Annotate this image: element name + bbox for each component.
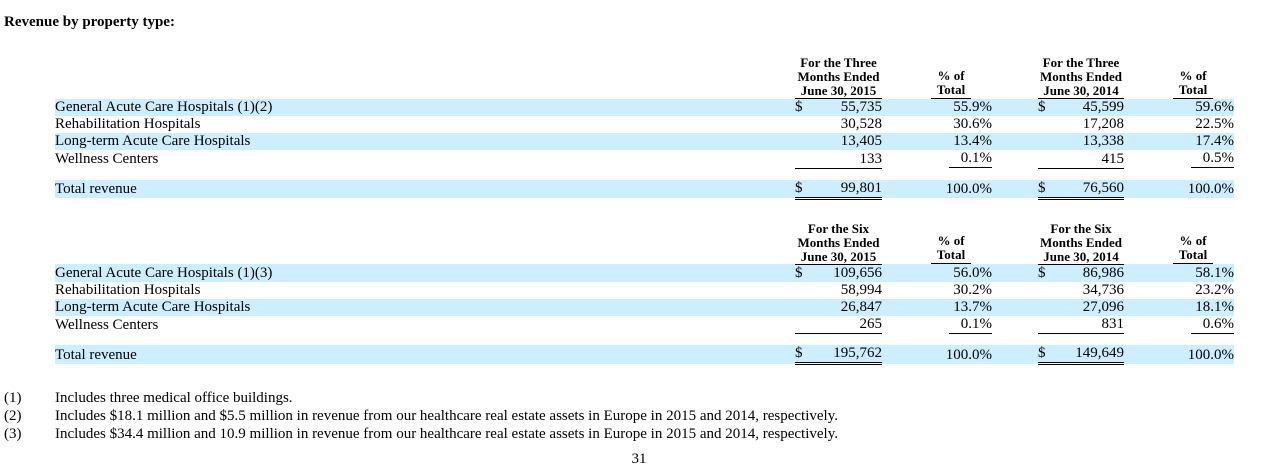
dollar-sign: $ [1038, 264, 1063, 282]
table-row: Wellness Centers 265 0.1% 831 0.6% [55, 315, 1234, 334]
pct-2015: 30.6% [953, 116, 992, 132]
amount-2015: 58,994 [840, 281, 882, 298]
col-header-period-2015: For the Three Months Ended June 30, 2015 [795, 56, 882, 99]
total-row: Total revenue $ 195,762 100.0% $ 149,649… [55, 345, 1234, 365]
total-amount-2015: 195,762 [820, 345, 882, 365]
footnote-marker: (1) [4, 390, 22, 406]
amount-2014: 27,096 [1063, 298, 1124, 316]
footnote-1: (1) Includes three medical office buildi… [0, 389, 1278, 407]
dollar-sign: $ [1038, 345, 1063, 365]
amount-2015: 13,405 [820, 133, 882, 150]
total-label: Total revenue [55, 179, 795, 198]
table-row: General Acute Care Hospitals (1)(3) $ 10… [55, 264, 1234, 282]
table-row: Rehabilitation Hospitals 30,528 30.6% 17… [55, 116, 1234, 133]
pct-2014: 59.6% [1152, 98, 1234, 116]
page-number: 31 [631, 451, 647, 467]
col-header-period-2015: For the Six Months Ended June 30, 2015 [795, 221, 882, 265]
pct-2015: 13.4% [910, 133, 992, 150]
spacer-row [55, 168, 1234, 180]
pct-2014: 17.4% [1152, 133, 1234, 150]
amount-2014: 45,599 [1063, 98, 1124, 116]
amount-2014: 86,986 [1063, 264, 1124, 282]
amount-2015: 55,735 [820, 98, 882, 116]
amount-2014: 831 [1063, 315, 1124, 334]
pct-2015: 56.0% [910, 264, 992, 282]
revenue-table-three-months: For the Three Months Ended June 30, 2015… [55, 56, 1234, 200]
row-label: Long-term Acute Care Hospitals [55, 133, 795, 150]
amount-2015: 265 [820, 315, 882, 334]
col-header-pct-total-1: % of Total [910, 56, 992, 99]
pct-2015: 0.1% [910, 150, 992, 168]
footnote-text: Includes $18.1 million and $5.5 million … [55, 408, 838, 424]
total-amount-2015: 99,801 [820, 179, 882, 200]
pct-2014: 0.5% [1152, 150, 1234, 168]
total-amount-2014: 149,649 [1063, 345, 1124, 365]
revenue-table-six-months: For the Six Months Ended June 30, 2015 %… [55, 221, 1234, 366]
pct-2014: 58.1% [1152, 264, 1234, 282]
pct-2014: 22.5% [1195, 116, 1234, 132]
pct-2014: 23.2% [1195, 281, 1234, 298]
table-row: Rehabilitation Hospitals 58,994 30.2% 34… [55, 282, 1234, 299]
table-row: General Acute Care Hospitals (1)(2) $ 55… [55, 98, 1234, 116]
row-label: Wellness Centers [55, 316, 159, 333]
footnote-marker: (2) [4, 408, 22, 424]
amount-2015: 133 [820, 150, 882, 169]
total-pct-2014: 100.0% [1152, 179, 1234, 198]
dollar-sign: $ [795, 345, 820, 365]
col-header-pct-total-2: % of Total [1152, 56, 1234, 99]
table-header-row: For the Three Months Ended June 30, 2015… [55, 56, 1234, 99]
table-row: Wellness Centers 133 0.1% 415 0.5% [55, 150, 1234, 169]
amount-2015: 30,528 [840, 116, 882, 132]
table-row: Long-term Acute Care Hospitals 13,405 13… [55, 133, 1234, 150]
pct-2014: 0.6% [1152, 316, 1234, 334]
total-label: Total revenue [55, 345, 795, 364]
col-header-pct-total-1: % of Total [910, 222, 992, 264]
dollar-sign: $ [795, 98, 820, 116]
total-pct-2015: 100.0% [910, 179, 992, 198]
table-row: Long-term Acute Care Hospitals 26,847 13… [55, 298, 1234, 316]
row-label: Long-term Acute Care Hospitals [55, 298, 795, 316]
header-label-spacer [55, 56, 795, 99]
dollar-sign: $ [1038, 179, 1063, 200]
footnotes: (1) Includes three medical office buildi… [0, 389, 1278, 443]
table-header-row: For the Six Months Ended June 30, 2015 %… [55, 221, 1234, 265]
dollar-sign: $ [795, 264, 820, 282]
row-label: General Acute Care Hospitals (1)(3) [55, 264, 795, 282]
footnote-text: Includes three medical office buildings. [55, 390, 293, 406]
col-header-pct-total-2: % of Total [1152, 222, 1234, 264]
amount-2014: 13,338 [1063, 133, 1124, 150]
row-label: Wellness Centers [55, 151, 159, 167]
pct-2015: 0.1% [910, 316, 992, 334]
pct-2015: 30.2% [953, 281, 992, 298]
amount-2014: 415 [1063, 150, 1124, 169]
total-amount-2014: 76,560 [1063, 179, 1124, 200]
page-title: Revenue by property type: [4, 14, 175, 30]
col-header-period-2014: For the Six Months Ended June 30, 2014 [1038, 221, 1124, 265]
amount-2015: 109,656 [820, 264, 882, 282]
header-label-spacer [55, 222, 795, 265]
pct-2015: 13.7% [910, 298, 992, 316]
footnote-3: (3) Includes $34.4 million and 10.9 mill… [0, 425, 1278, 443]
dollar-sign: $ [1038, 98, 1063, 116]
spacer-row [55, 333, 1234, 345]
amount-2014: 17,208 [1082, 116, 1124, 132]
total-pct-2015: 100.0% [910, 345, 992, 364]
amount-2014: 34,736 [1082, 281, 1124, 298]
pct-2015: 55.9% [910, 98, 992, 116]
total-pct-2014: 100.0% [1152, 345, 1234, 364]
row-label: Rehabilitation Hospitals [55, 116, 201, 132]
row-label: Rehabilitation Hospitals [55, 281, 201, 298]
col-header-period-2014: For the Three Months Ended June 30, 2014 [1038, 56, 1124, 99]
pct-2014: 18.1% [1152, 298, 1234, 316]
row-label: General Acute Care Hospitals (1)(2) [55, 98, 795, 116]
total-row: Total revenue $ 99,801 100.0% $ 76,560 1… [55, 179, 1234, 200]
footnote-text: Includes $34.4 million and 10.9 million … [55, 426, 838, 442]
dollar-sign: $ [795, 179, 820, 200]
amount-2015: 26,847 [820, 298, 882, 316]
footnote-2: (2) Includes $18.1 million and $5.5 mill… [0, 407, 1278, 425]
footnote-marker: (3) [4, 426, 22, 442]
